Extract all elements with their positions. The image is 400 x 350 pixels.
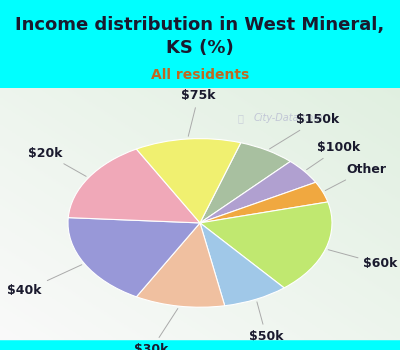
- Wedge shape: [200, 223, 284, 306]
- Wedge shape: [136, 139, 241, 223]
- Text: $20k: $20k: [28, 147, 86, 176]
- Text: $150k: $150k: [270, 113, 339, 149]
- Text: $50k: $50k: [249, 302, 284, 343]
- Wedge shape: [200, 161, 316, 223]
- Text: ⓒ: ⓒ: [237, 113, 243, 123]
- Text: Other: Other: [325, 163, 386, 191]
- Wedge shape: [200, 182, 328, 223]
- Wedge shape: [136, 223, 225, 307]
- Wedge shape: [200, 143, 290, 223]
- Wedge shape: [68, 218, 200, 297]
- Text: $60k: $60k: [328, 250, 398, 271]
- Text: City-Data.com: City-Data.com: [253, 113, 323, 123]
- Text: $100k: $100k: [306, 141, 361, 170]
- Text: $40k: $40k: [8, 265, 82, 298]
- Text: $30k: $30k: [134, 309, 178, 350]
- Wedge shape: [200, 202, 332, 288]
- Text: $75k: $75k: [181, 89, 216, 136]
- Text: All residents: All residents: [151, 68, 249, 82]
- Wedge shape: [68, 149, 200, 223]
- Text: Income distribution in West Mineral,
KS (%): Income distribution in West Mineral, KS …: [15, 16, 385, 57]
